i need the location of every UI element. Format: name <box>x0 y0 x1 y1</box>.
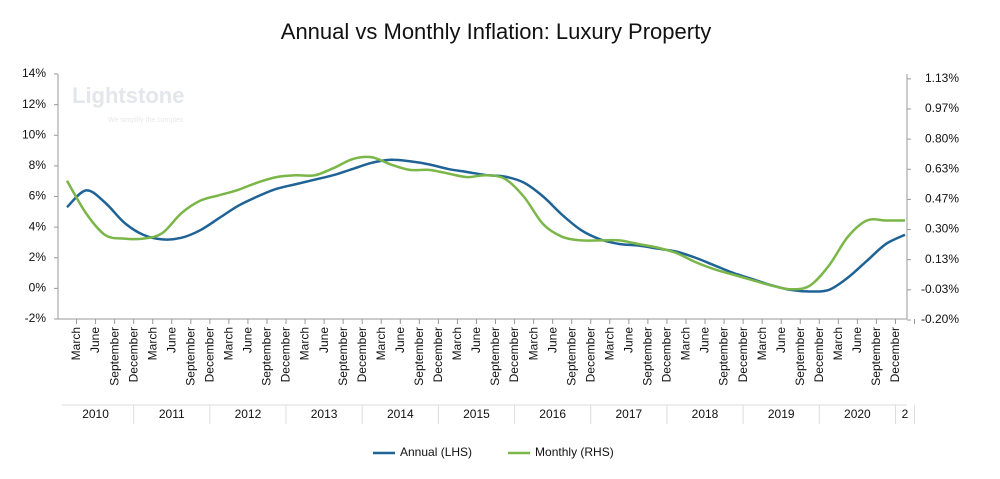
x-tick-label: December <box>736 327 750 382</box>
x-tick-label: September <box>183 327 197 386</box>
y2-tick-label: 0.13% <box>925 252 959 266</box>
watermark: Lightstone <box>72 83 184 108</box>
x-tick-label: June <box>698 327 712 353</box>
x-tick-label: September <box>869 327 883 386</box>
x-tick-label: June <box>469 327 483 353</box>
x-tick-label: September <box>412 327 426 386</box>
x-tick-label: March <box>145 327 159 360</box>
x-tick-label: June <box>88 327 102 353</box>
x-tick-label: March <box>298 327 312 360</box>
x-tick-label: September <box>564 327 578 386</box>
y-tick-label: 2% <box>29 250 47 264</box>
series-line <box>65 155 905 291</box>
x-tick-label: September <box>641 327 655 386</box>
year-label: 2016 <box>539 407 566 421</box>
x-tick-label: September <box>260 327 274 386</box>
x-tick-label: December <box>355 327 369 382</box>
y-tick-label: 12% <box>22 97 46 111</box>
y-tick-label: 14% <box>22 66 46 80</box>
y-tick-label: 8% <box>29 158 47 172</box>
year-label: 2020 <box>844 407 871 421</box>
legend-label: Monthly (RHS) <box>535 445 614 459</box>
year-label: 2 <box>902 407 909 421</box>
x-tick-label: December <box>812 327 826 382</box>
y2-tick-label: -0.20% <box>921 312 959 326</box>
year-label: 2010 <box>82 407 109 421</box>
y2-tick-label: 0.63% <box>925 161 959 175</box>
x-tick-label: June <box>621 327 635 353</box>
year-label: 2017 <box>615 407 642 421</box>
y-tick-label: 0% <box>29 281 47 295</box>
x-tick-label: June <box>241 327 255 353</box>
year-label: 2018 <box>692 407 719 421</box>
x-tick-label: December <box>126 327 140 382</box>
x-tick-label: March <box>679 327 693 360</box>
x-tick-label: March <box>374 327 388 360</box>
x-tick-label: December <box>583 327 597 382</box>
x-tick-label: December <box>279 327 293 382</box>
x-tick-label: September <box>717 327 731 386</box>
legend-label: Annual (LHS) <box>400 445 472 459</box>
x-tick-label: June <box>393 327 407 353</box>
x-tick-label: March <box>69 327 83 360</box>
x-tick-label: December <box>507 327 521 382</box>
y2-tick-label: 1.13% <box>925 71 959 85</box>
x-tick-label: December <box>888 327 902 382</box>
series-line <box>66 158 906 293</box>
x-tick-label: March <box>222 327 236 360</box>
x-tick-label: September <box>336 327 350 386</box>
chart-title: Annual vs Monthly Inflation: Luxury Prop… <box>281 19 711 44</box>
y2-tick-label: 0.30% <box>925 222 959 236</box>
y-tick-label: 6% <box>29 189 47 203</box>
x-tick-label: March <box>831 327 845 360</box>
y-tick-label: 10% <box>22 127 46 141</box>
x-tick-label: June <box>545 327 559 353</box>
y-tick-label: 4% <box>29 219 47 233</box>
y2-tick-label: 0.47% <box>925 192 959 206</box>
y2-tick-label: 0.80% <box>925 131 959 145</box>
x-tick-label: June <box>164 327 178 353</box>
x-tick-label: September <box>488 327 502 386</box>
y-tick-label: -2% <box>25 311 47 325</box>
x-tick-label: March <box>602 327 616 360</box>
x-tick-label: December <box>660 327 674 382</box>
x-tick-label: December <box>202 327 216 382</box>
x-tick-label: March <box>450 327 464 360</box>
x-tick-label: September <box>107 327 121 386</box>
x-tick-label: March <box>755 327 769 360</box>
watermark-tagline: We simplify the complex <box>108 117 184 124</box>
x-tick-label: June <box>850 327 864 353</box>
year-label: 2011 <box>159 407 185 421</box>
year-label: 2014 <box>387 407 414 421</box>
y2-tick-label: 0.97% <box>925 101 959 115</box>
year-label: 2013 <box>311 407 338 421</box>
year-label: 2019 <box>768 407 795 421</box>
y2-tick-label: -0.03% <box>921 282 959 296</box>
year-label: 2012 <box>235 407 262 421</box>
x-tick-label: March <box>526 327 540 360</box>
x-tick-label: December <box>431 327 445 382</box>
x-tick-label: June <box>317 327 331 353</box>
x-tick-label: September <box>793 327 807 386</box>
x-tick-label: June <box>774 327 788 353</box>
year-label: 2015 <box>463 407 490 421</box>
